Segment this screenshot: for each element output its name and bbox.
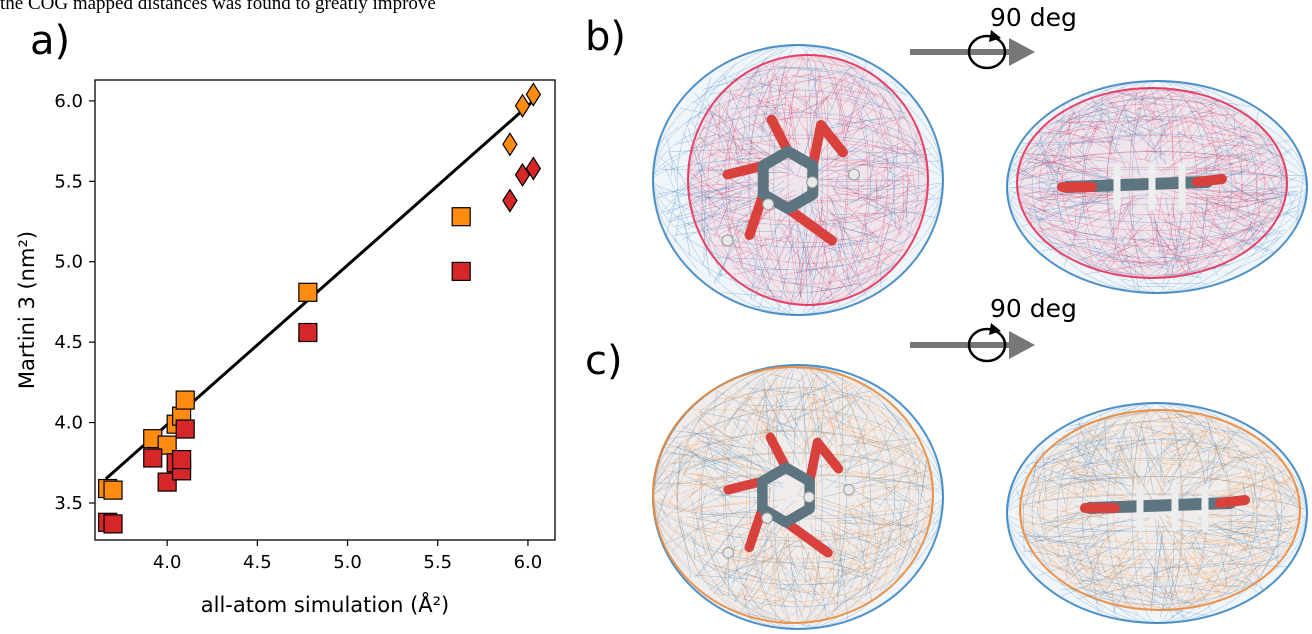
data-point-square bbox=[451, 261, 471, 281]
y-tick-label: 4.0 bbox=[54, 413, 83, 434]
data-point-square bbox=[103, 514, 123, 534]
x-tick-label: 5.0 bbox=[333, 552, 362, 573]
molecule-stick-model bbox=[1080, 484, 1250, 532]
y-tick-label: 4.5 bbox=[54, 332, 83, 353]
mesh-surface bbox=[652, 364, 944, 630]
data-point-square bbox=[175, 390, 195, 410]
panel-label-a: a) bbox=[30, 18, 71, 64]
x-tick-label: 4.0 bbox=[153, 552, 182, 573]
data-point-diamond bbox=[525, 82, 542, 107]
rotation-label-bottom: 90 deg bbox=[990, 294, 1077, 323]
data-point-square bbox=[451, 207, 471, 227]
rotation-label-top: 90 deg bbox=[990, 3, 1077, 32]
y-tick-label: 3.5 bbox=[54, 493, 83, 514]
panel-label-c: c) bbox=[585, 338, 623, 384]
rotate-90-arrow-icon bbox=[910, 323, 1035, 363]
molecule-stick-model bbox=[721, 114, 860, 247]
x-tick-label: 4.5 bbox=[243, 552, 272, 573]
molecule-stick-model bbox=[722, 432, 855, 559]
molecule-mesh-b-side bbox=[1006, 80, 1308, 294]
molecule-mesh-b-front bbox=[652, 44, 944, 316]
plot-frame bbox=[94, 79, 556, 541]
y-axis-label: Martini 3 (nm²) bbox=[15, 231, 39, 389]
mesh-surface bbox=[652, 366, 934, 624]
mesh-surface bbox=[652, 44, 944, 316]
data-point-diamond bbox=[502, 132, 518, 157]
x-axis-label: all-atom simulation (Å²) bbox=[201, 591, 450, 617]
data-point-square bbox=[171, 449, 192, 470]
y-tick-label: 5.0 bbox=[54, 252, 83, 273]
scatter-chart: 4.0 4.5 5.0 5.5 6.0 3.5 4.0 4.5 5.0 5.5 6.0 all-at… bbox=[15, 79, 556, 617]
data-point-square bbox=[157, 472, 177, 492]
data-point-square bbox=[175, 419, 195, 439]
molecule-stick-model bbox=[1057, 163, 1227, 211]
data-point-diamond bbox=[525, 156, 542, 181]
molecule-mesh-c-front bbox=[652, 364, 944, 630]
x-tick-label: 5.5 bbox=[423, 552, 452, 573]
data-point-diamond bbox=[514, 93, 531, 118]
data-point-diamond bbox=[502, 188, 518, 213]
cut-off-caption-text: the COG mapped distances was found to gr… bbox=[0, 0, 436, 14]
data-point-square bbox=[143, 448, 163, 468]
panel-label-b: b) bbox=[585, 14, 626, 60]
data-point-diamond bbox=[514, 162, 531, 188]
data-point-square bbox=[298, 322, 318, 343]
data-point-square bbox=[298, 282, 318, 302]
mesh-surface bbox=[1006, 402, 1308, 624]
molecule-mesh-c-side bbox=[1006, 402, 1308, 624]
rotate-90-arrow-icon bbox=[910, 30, 1035, 70]
data-point-square bbox=[103, 480, 123, 500]
y-tick-label: 6.0 bbox=[54, 91, 83, 112]
y-tick-label: 5.5 bbox=[54, 171, 83, 192]
x-tick-label: 6.0 bbox=[514, 552, 543, 573]
